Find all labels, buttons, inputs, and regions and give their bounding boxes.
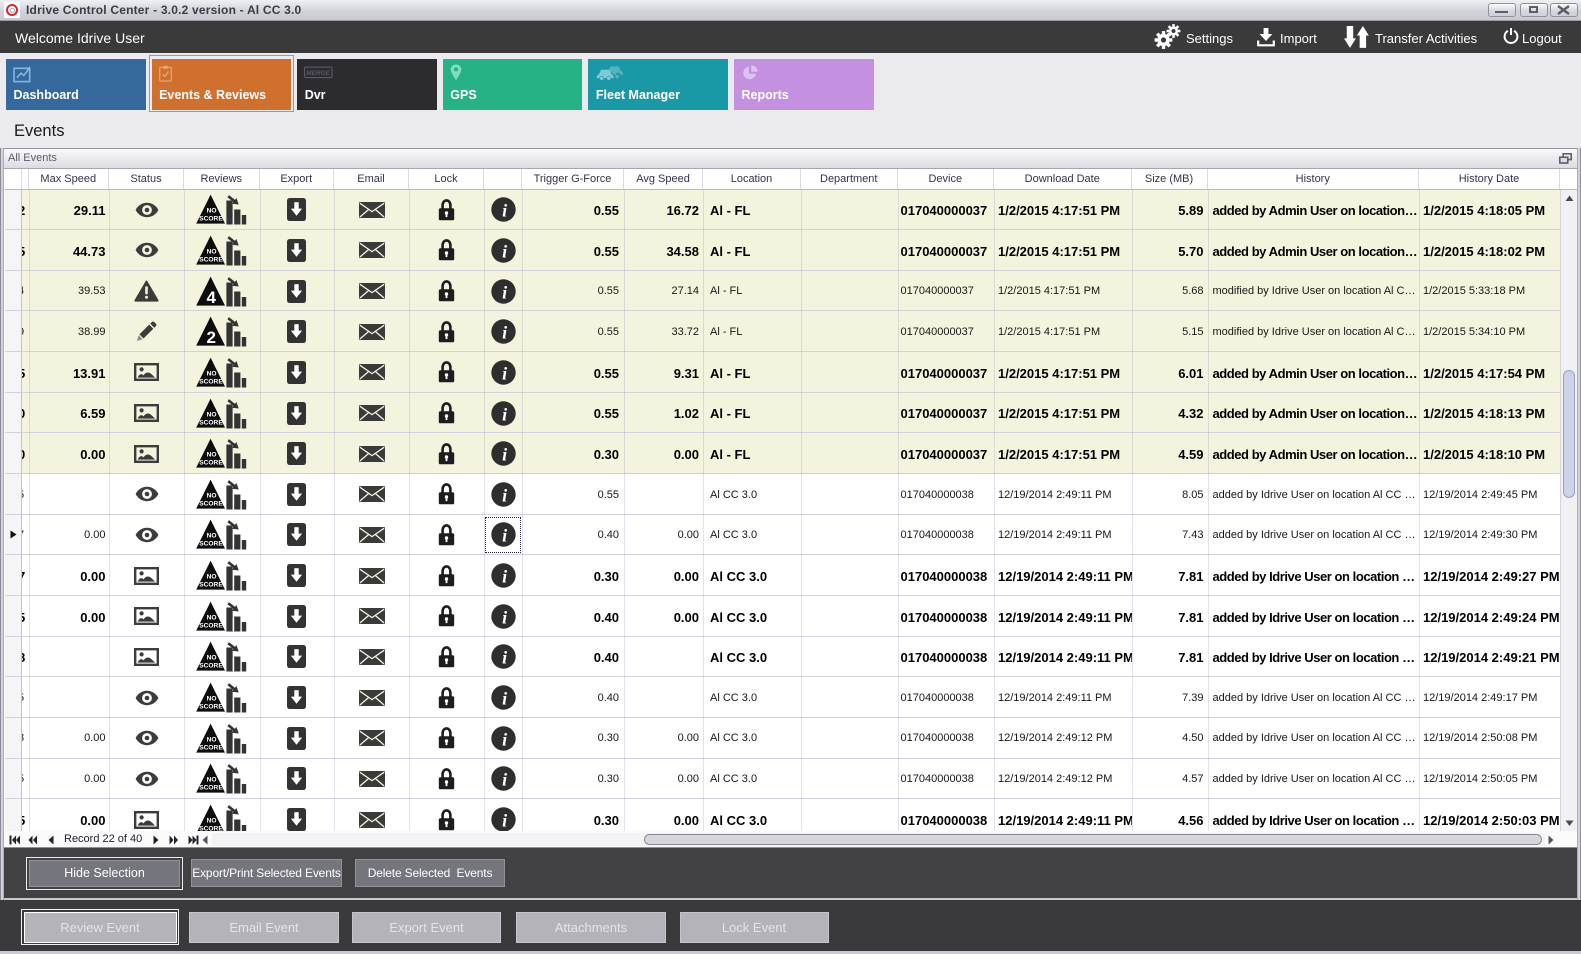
svg-text:i: i [502,688,507,708]
svg-text:NO: NO [207,452,217,459]
svg-text:i: i [502,445,507,465]
svg-text:4: 4 [207,288,217,307]
svg-text:MERGE: MERGE [306,70,330,77]
svg-text:NO: NO [207,370,217,377]
svg-text:i: i [502,567,507,587]
svg-text:SCORE: SCORE [199,216,223,223]
svg-text:SCORE: SCORE [199,663,223,670]
svg-text:2: 2 [207,328,216,347]
svg-text:SCORE: SCORE [199,500,223,507]
svg-text:SCORE: SCORE [199,785,223,792]
svg-text:SCORE: SCORE [199,541,223,548]
svg-text:i: i [502,810,507,830]
svg-text:i: i [502,323,507,343]
svg-text:NO: NO [207,695,217,702]
svg-text:i: i [502,607,507,627]
svg-text:NO: NO [207,411,217,418]
svg-text:SCORE: SCORE [199,703,223,710]
svg-text:i: i [502,485,507,505]
svg-text:NO: NO [207,655,217,662]
svg-text:i: i [502,282,507,302]
svg-text:SCORE: SCORE [199,582,223,589]
svg-text:i: i [502,241,507,261]
svg-text:i: i [502,770,507,790]
svg-text:SCORE: SCORE [199,419,223,426]
svg-text:NO: NO [207,208,217,215]
svg-text:SCORE: SCORE [199,825,223,831]
svg-text:NO: NO [207,736,217,743]
svg-text:NO: NO [207,777,217,784]
svg-text:i: i [502,363,507,383]
svg-text:NO: NO [207,614,217,621]
svg-text:i: i [502,729,507,749]
svg-text:NO: NO [207,492,217,499]
svg-text:NO: NO [207,817,217,824]
svg-text:SCORE: SCORE [199,378,223,385]
svg-text:NO: NO [207,248,217,255]
svg-text:i: i [502,201,507,221]
svg-text:NO: NO [207,533,217,540]
svg-text:SCORE: SCORE [199,256,223,263]
svg-text:SCORE: SCORE [199,744,223,751]
svg-text:i: i [502,648,507,668]
svg-text:i: i [502,526,507,546]
svg-text:SCORE: SCORE [199,460,223,467]
svg-text:SCORE: SCORE [199,622,223,629]
svg-text:NO: NO [207,574,217,581]
svg-text:i: i [502,404,507,424]
